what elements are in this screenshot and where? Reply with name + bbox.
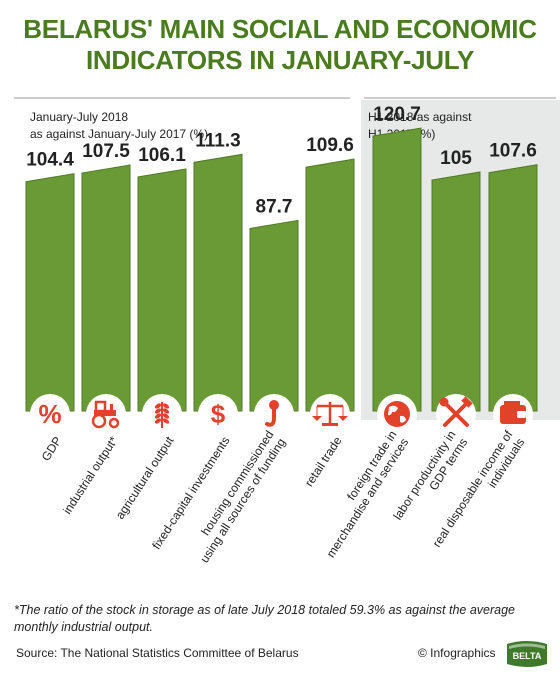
bar <box>305 158 355 412</box>
bar-value-label: 104.4 <box>26 150 74 171</box>
globe-icon <box>377 394 417 434</box>
chart-subtitle: H1 2018 as against <box>368 110 472 124</box>
infographic-title: BELARUS' MAIN SOCIAL AND ECONOMIC INDICA… <box>23 14 537 75</box>
svg-text:BELTA: BELTA <box>513 651 542 661</box>
source-note: Source: The National Statistics Committe… <box>16 646 299 660</box>
bar-value-label: 107.5 <box>82 141 130 162</box>
bar-value-label: 106.1 <box>138 145 186 166</box>
category-label: agricultural output <box>113 433 177 521</box>
wallet-icon <box>493 394 533 434</box>
wheat-icon <box>142 394 182 434</box>
bar-value-label: 120.7 <box>373 104 421 125</box>
infographics-credit: © Infographics <box>418 646 496 660</box>
category-label: housing commissionedusing all sources of… <box>186 428 289 565</box>
chart-subtitle: as against January-July 2017 (%) <box>30 127 208 141</box>
bar-value-label: 111.3 <box>195 130 240 151</box>
category-label: retail trade <box>302 434 345 489</box>
bar <box>488 164 538 412</box>
svg-text:%: % <box>38 399 61 429</box>
tools-icon <box>436 394 476 434</box>
bar <box>137 168 187 412</box>
tractor-icon <box>86 394 126 434</box>
bar-value-label: 107.6 <box>489 141 537 162</box>
category-label: GDP <box>39 434 65 463</box>
crane-hook-icon <box>254 394 294 434</box>
chart-subtitle: January-July 2018 <box>30 110 128 124</box>
bar <box>372 127 422 412</box>
bar-value-label: 105 <box>440 148 472 169</box>
svg-text:$: $ <box>211 399 226 429</box>
scales-icon <box>310 394 350 434</box>
dollar-icon: $ <box>198 394 238 434</box>
belta-logo: BELTA <box>507 641 547 667</box>
bar-chart: January-July 2018 as against January-July… <box>14 97 560 565</box>
bar-value-label: 109.6 <box>306 135 354 156</box>
category-label: industrial output* <box>60 434 121 517</box>
bar <box>81 164 131 412</box>
bar <box>431 171 481 412</box>
bar-value-label: 87.7 <box>256 196 293 217</box>
bar <box>249 219 299 412</box>
percent-icon: % <box>30 394 70 434</box>
bar <box>25 173 75 412</box>
bar <box>193 153 243 412</box>
footnote: *The ratio of the stock in storage as of… <box>14 603 516 634</box>
